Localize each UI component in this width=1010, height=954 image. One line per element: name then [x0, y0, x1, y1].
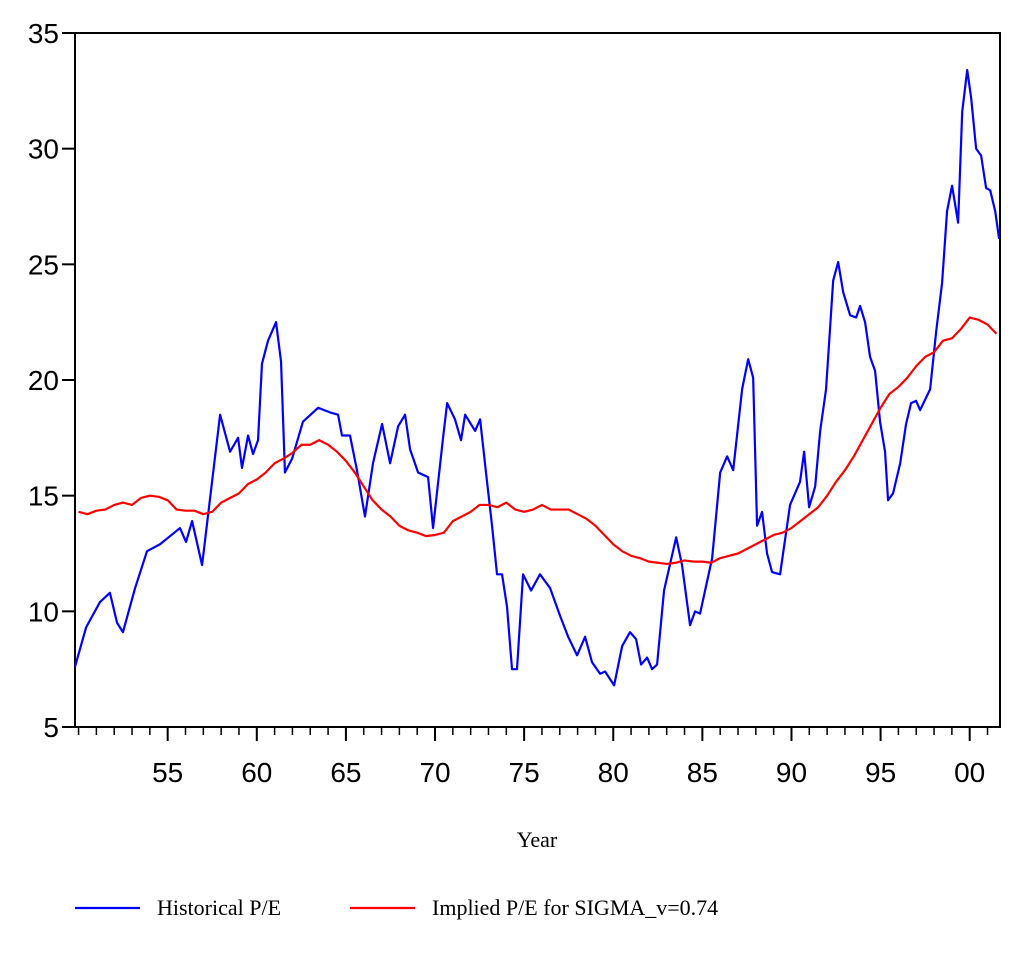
y-tick-label: 35	[28, 18, 59, 49]
plot-frame	[74, 32, 1001, 728]
y-tick-label: 20	[28, 365, 59, 396]
series-line	[73, 68, 1001, 687]
x-tick-label: 65	[330, 757, 361, 788]
x-tick-label: 70	[419, 757, 450, 788]
y-tick-label: 15	[28, 481, 59, 512]
x-axis-label: Year	[517, 827, 558, 852]
x-tick-label: 85	[687, 757, 718, 788]
x-tick-label: 95	[865, 757, 896, 788]
x-tick-label: 60	[241, 757, 272, 788]
x-tick-label: 80	[598, 757, 629, 788]
x-tick-label: 00	[954, 757, 985, 788]
y-tick-label: 25	[28, 249, 59, 280]
series-line	[78, 316, 998, 566]
y-tick-label: 5	[43, 712, 59, 743]
legend-label: Historical P/E	[157, 895, 281, 920]
x-tick-label: 75	[509, 757, 540, 788]
legend-label: Implied P/E for SIGMA_v=0.74	[432, 895, 718, 920]
y-tick-label: 30	[28, 134, 59, 165]
y-tick-label: 10	[28, 596, 59, 627]
x-tick-label: 90	[776, 757, 807, 788]
x-tick-label: 55	[152, 757, 183, 788]
